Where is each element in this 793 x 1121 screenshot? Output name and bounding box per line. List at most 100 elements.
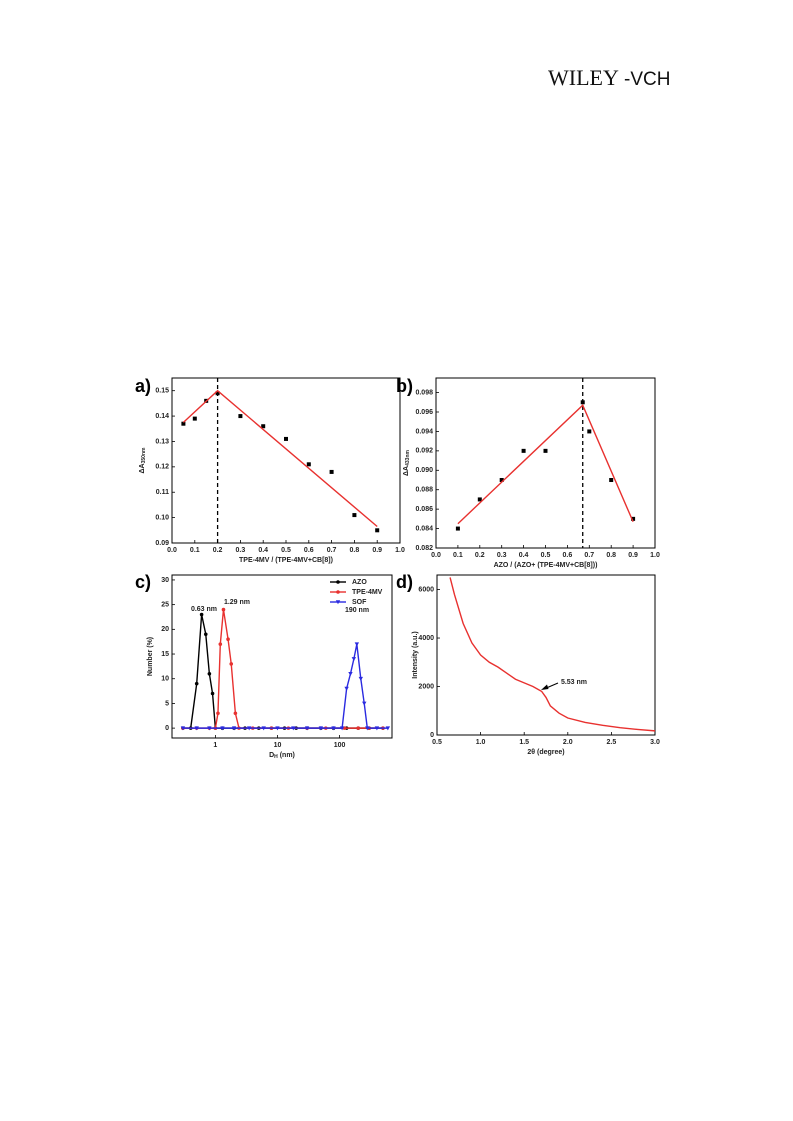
x-axis-label-text: 2θ (degree)	[527, 749, 564, 756]
y-tick-label: 0.15	[155, 388, 169, 395]
data-point	[631, 516, 636, 521]
x-tick-label: 1	[213, 742, 217, 749]
x-tick-label: 0.6	[563, 552, 573, 559]
x-tick-label: 1.0	[395, 547, 405, 554]
y-tick-label: 0.082	[415, 545, 433, 552]
x-tick-label: 0.4	[519, 552, 529, 559]
panel-label: a)	[135, 376, 151, 396]
x-axis-label: 2θ (degree)	[527, 749, 564, 756]
data-point	[362, 701, 367, 706]
y-tick-label: 25	[161, 601, 169, 608]
data-point	[304, 726, 310, 731]
x-tick-label: 0.3	[236, 547, 246, 554]
data-point	[329, 469, 334, 474]
x-tick-label: 3.0	[650, 739, 660, 746]
y-tick-label: 0	[165, 725, 169, 732]
legend-label: TPE-4MV	[352, 589, 383, 596]
y-axis-label-text: ΔA	[139, 463, 146, 473]
x-axis-label-text: TPE-4MV / (TPE-4MV+CB[8])	[239, 557, 333, 564]
y-tick-label: 0.13	[155, 438, 169, 445]
x-tick-label: 0.5	[281, 547, 291, 554]
data-point	[180, 726, 186, 731]
series-line	[182, 609, 383, 729]
y-axis-label: ΔA433nm	[403, 449, 411, 475]
data-point	[261, 726, 266, 731]
y-axis-label-sub: 433nm	[405, 449, 411, 465]
data-point	[215, 391, 220, 396]
y-tick-label: 0.10	[155, 514, 169, 521]
data-point	[521, 448, 526, 453]
legend-label: AZO	[352, 579, 367, 586]
y-tick-label: 0.094	[415, 428, 433, 435]
y-tick-label: 0.14	[155, 413, 169, 420]
data-point	[477, 497, 482, 502]
y-tick-label: 0.086	[415, 506, 433, 513]
y-tick-label: 15	[161, 651, 169, 658]
y-tick-label: 0.11	[156, 489, 169, 496]
x-tick-label: 0.2	[213, 547, 223, 554]
data-point	[543, 448, 548, 453]
data-point	[226, 637, 230, 642]
y-tick-label: 2000	[418, 683, 434, 690]
y-tick-label: 0.090	[415, 467, 433, 474]
y-tick-label: 0	[430, 732, 434, 739]
y-axis-label: Number (%)	[147, 637, 154, 676]
x-tick-label: 0.8	[350, 547, 360, 554]
series-line	[449, 577, 656, 732]
annotation: 190 nm	[345, 607, 369, 614]
y-axis-label-sub: 350nm	[141, 447, 147, 463]
x-tick-label: 1.5	[519, 739, 529, 746]
panel-label: c)	[135, 572, 151, 592]
x-tick-label: 10	[274, 742, 282, 749]
data-point	[194, 681, 199, 686]
x-axis-label-text: AZO / (AZO+ (TPE-4MV+CB[8]))	[494, 562, 598, 569]
data-point	[358, 676, 363, 681]
legend-label: SOF	[352, 599, 367, 606]
legend-marker	[336, 580, 340, 584]
plot-frame	[171, 574, 393, 739]
data-point	[216, 711, 220, 716]
x-tick-label: 0.9	[628, 552, 638, 559]
data-point	[275, 726, 280, 731]
data-point	[331, 726, 336, 731]
y-tick-label: 0.098	[415, 389, 433, 396]
data-point	[210, 691, 215, 696]
y-tick-label: 0.092	[415, 448, 433, 455]
data-point	[291, 726, 296, 731]
annotation: 0.63 nm	[191, 606, 217, 613]
data-point	[246, 726, 252, 731]
y-tick-label: 5	[165, 700, 169, 707]
y-tick-label: 30	[161, 577, 169, 584]
x-tick-label: 100	[334, 742, 346, 749]
annotation: 1.29 nm	[224, 599, 250, 606]
y-tick-label: 0.09	[155, 540, 169, 547]
x-tick-label: 0.5	[541, 552, 551, 559]
x-axis-label-unit: (nm)	[278, 752, 295, 759]
annotation-arrowhead	[541, 684, 549, 690]
x-tick-label: 1.0	[476, 739, 486, 746]
series-line	[182, 389, 378, 528]
x-tick-label: 0.4	[258, 547, 268, 554]
data-point	[203, 632, 208, 637]
logo-suffix: -VCH	[624, 69, 670, 90]
x-tick-label: 0.9	[372, 547, 382, 554]
data-point	[192, 416, 197, 421]
x-tick-label: 0.5	[432, 739, 442, 746]
data-point	[199, 612, 204, 617]
data-point	[344, 686, 349, 691]
y-tick-label: 0.096	[415, 409, 433, 416]
panel-label: b)	[396, 376, 413, 396]
x-tick-label: 0.2	[475, 552, 485, 559]
x-tick-label: 2.0	[563, 739, 573, 746]
x-tick-label: 0.7	[327, 547, 337, 554]
y-axis-label-text: Number (%)	[147, 637, 154, 676]
y-tick-label: 6000	[418, 586, 434, 593]
y-axis-label-text: ΔA	[403, 466, 410, 476]
data-point	[375, 528, 380, 533]
y-tick-label: 0.12	[155, 464, 169, 471]
series-line	[457, 404, 634, 525]
plot-frame	[435, 377, 656, 549]
data-point	[238, 414, 243, 419]
panel-label: d)	[396, 572, 413, 592]
x-tick-label: 1.0	[650, 552, 660, 559]
